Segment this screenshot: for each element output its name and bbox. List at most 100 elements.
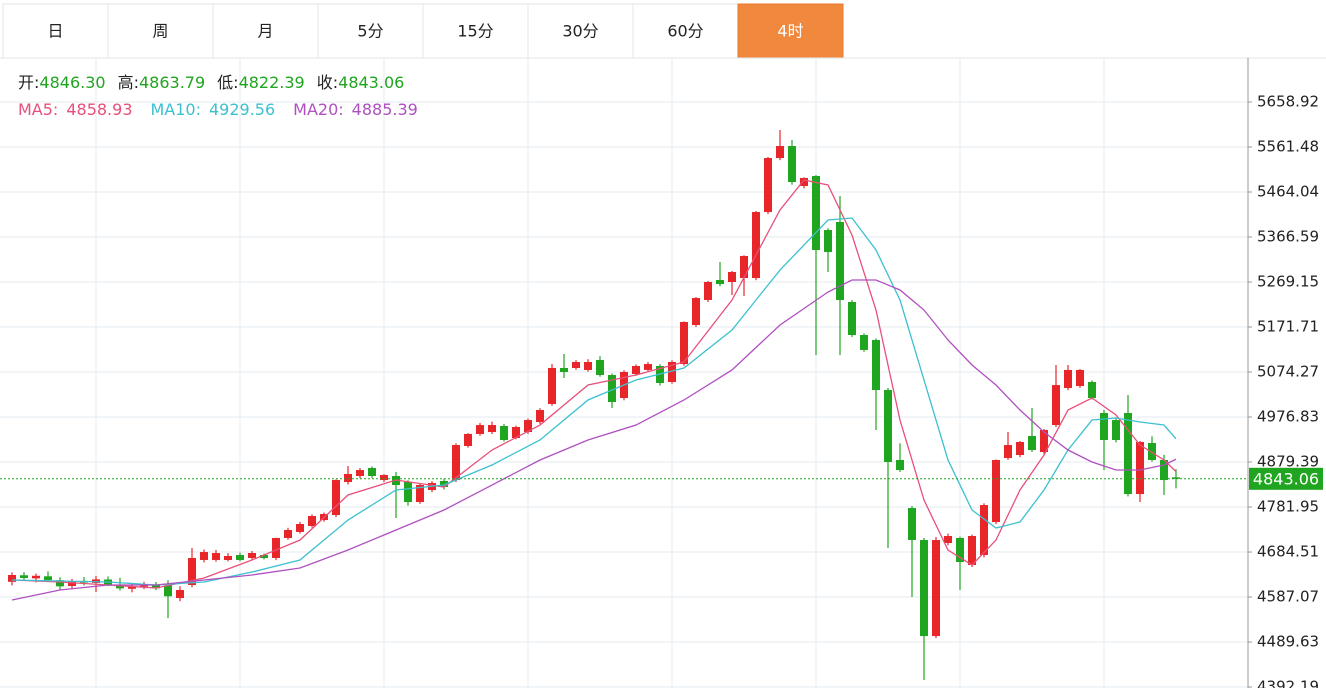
candle-body [584,361,592,370]
ohlc-info: 开:4846.30 高:4863.79 低:4822.39 收:4843.06 [18,73,404,92]
tab-box[interactable] [737,3,844,59]
y-tick-label: 4587.07 [1257,588,1319,606]
candle-body [1040,430,1048,452]
candle-body [344,473,352,483]
candle-body [308,516,316,526]
info-label: 收: [317,73,338,92]
candle-body [56,580,64,587]
candle-body [224,556,232,560]
legend-value: 4885.39 [352,100,418,119]
tab-box[interactable] [527,3,634,59]
candle-body [944,536,952,544]
tab-label[interactable]: 60分 [667,22,703,41]
candle-body [1124,413,1132,495]
info-value: 4863.79 [139,73,205,92]
candle-body [848,301,856,336]
info-value: 4822.39 [239,73,305,92]
y-tick-label: 4781.95 [1257,498,1319,516]
candle-body [176,589,184,599]
candle-body [332,480,340,515]
tab[interactable]: 月 [212,3,319,59]
candle-body [536,410,544,423]
candle-body [8,574,16,582]
legend-name: MA5: [18,100,58,119]
candle-body [572,361,580,368]
y-tick-label: 4489.63 [1257,633,1319,651]
candle-body [992,459,1000,523]
candle-body [1112,420,1120,440]
tab-label[interactable]: 日 [47,22,63,41]
candle-body [644,364,652,370]
last-price-label: 4843.06 [1253,469,1319,488]
y-tick-label: 4976.83 [1257,408,1319,426]
candle-body [692,298,700,325]
candle-body [548,367,556,405]
candle-body [884,390,892,462]
tab-label[interactable]: 月 [257,22,273,41]
tab[interactable]: 5分 [317,3,424,59]
candle-body [1160,459,1168,481]
candle-body [512,427,520,439]
candle-body [812,176,820,250]
candle-body [236,554,244,560]
candle-body [836,222,844,301]
candle-body [488,425,496,433]
candle-body [680,321,688,365]
tab-label[interactable]: 15分 [457,22,493,41]
tab-label[interactable]: 周 [152,22,168,41]
tab-label[interactable]: 4时 [777,22,803,41]
info-label: 开: [18,73,39,92]
tab-label[interactable]: 5分 [357,22,383,41]
candle-body [704,281,712,301]
candle-body [20,575,28,578]
tab[interactable]: 4时 [737,3,844,59]
info-value: 4846.30 [39,73,105,92]
candle-body [296,523,304,532]
ma-line [11,279,1177,601]
legend-name: MA20: [293,100,344,119]
tab-box[interactable] [107,3,214,59]
ma-legend: MA5: 4858.93 MA10: 4929.56 MA20: 4885.39 [18,100,418,119]
legend-value: 4858.93 [66,100,132,119]
tab[interactable]: 日 [2,3,109,59]
tab-box[interactable] [2,3,109,59]
candle-body [1028,436,1036,451]
candle-body [1016,442,1024,456]
candle-body [152,584,160,589]
candle-body [1076,369,1084,387]
tab[interactable]: 30分 [527,3,634,59]
candle-body [524,420,532,433]
candle-body [560,367,568,372]
tab[interactable]: 周 [107,3,214,59]
candle-body [908,508,916,541]
candle-body [164,585,172,597]
legend-value: 4929.56 [209,100,275,119]
candle-body [932,540,940,637]
candle-body [356,470,364,477]
y-tick-label: 4684.51 [1257,543,1319,561]
candle-body [368,467,376,477]
candle-body [920,540,928,637]
y-tick-label: 4392.19 [1257,678,1319,688]
candle-body [212,553,220,560]
legend-name: MA10: [151,100,202,119]
candle-body [740,255,748,279]
candle-body [416,485,424,503]
y-tick-label: 5561.48 [1257,138,1319,156]
candle-body [260,554,268,558]
tab-label[interactable]: 30分 [562,22,598,41]
tab-box[interactable] [212,3,319,59]
tab[interactable]: 15分 [422,3,529,59]
candle-body [1148,442,1156,460]
candle-body [980,505,988,555]
tab[interactable]: 60分 [632,3,739,59]
candle-body [1136,442,1144,495]
ma-line [11,217,1177,586]
candle-body [956,537,964,563]
candle-body [1088,381,1096,399]
candle-body [404,482,412,503]
candle-body [728,272,736,282]
candle-body [1064,369,1072,389]
tab-box[interactable] [317,3,424,59]
